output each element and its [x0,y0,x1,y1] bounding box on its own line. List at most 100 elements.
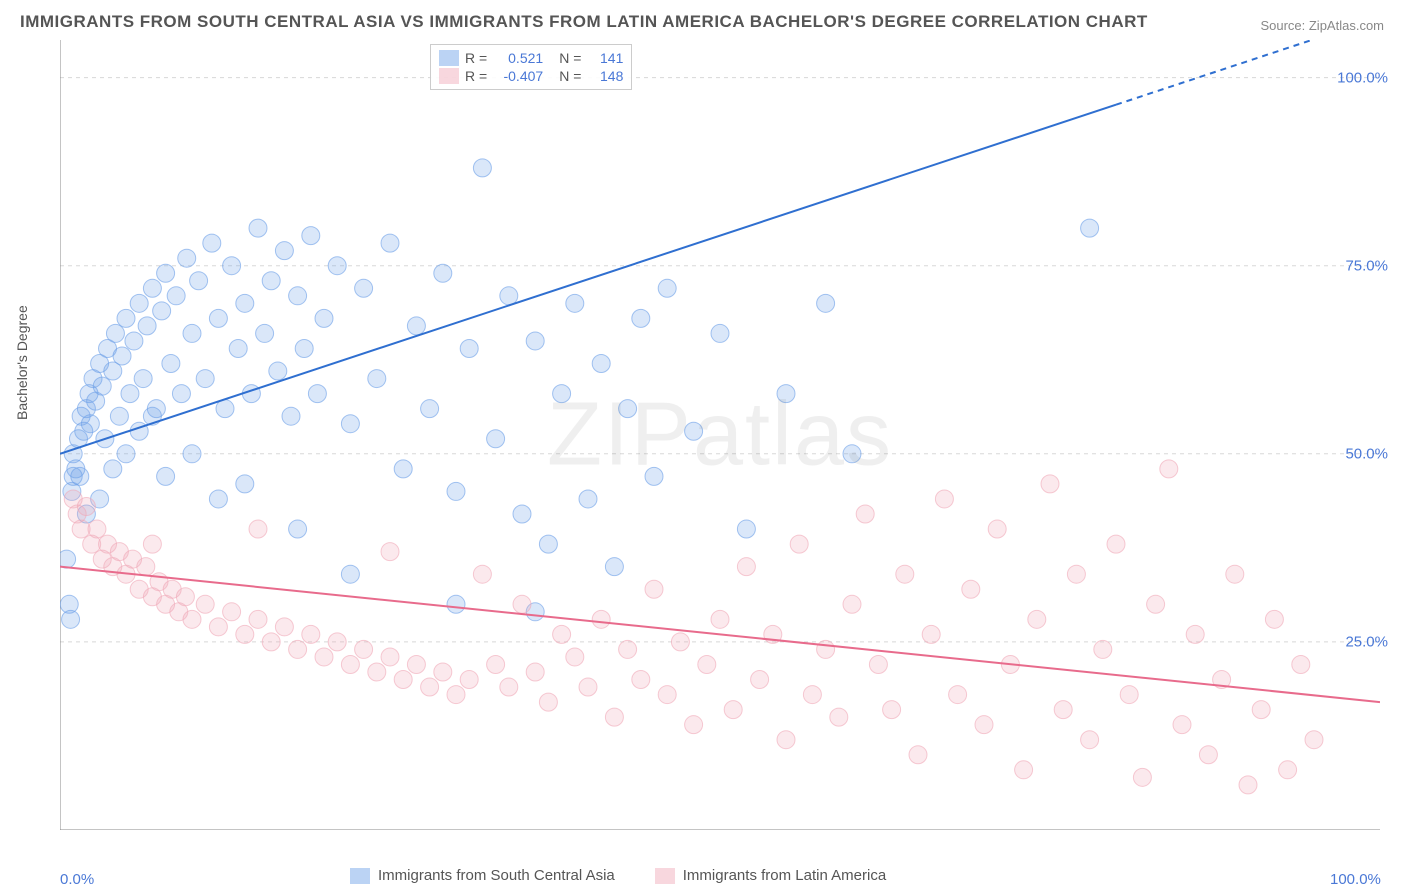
data-point [553,385,571,403]
data-point [487,430,505,448]
data-point [110,407,128,425]
data-point [176,588,194,606]
data-point [209,309,227,327]
legend-n-value: 141 [587,50,623,66]
data-point [88,520,106,538]
data-point [104,460,122,478]
data-point [190,272,208,290]
data-point [275,618,293,636]
data-point [579,678,597,696]
data-point [407,317,425,335]
data-point [896,565,914,583]
data-point [315,648,333,666]
data-point [487,655,505,673]
data-point [1081,731,1099,749]
data-point [1015,761,1033,779]
data-point [1041,475,1059,493]
source-label: Source: ZipAtlas.com [1260,18,1384,33]
legend-swatch [655,868,675,884]
data-point [183,610,201,628]
data-point [315,309,333,327]
data-point [685,716,703,734]
chart-area: ZIPatlas [60,40,1380,830]
data-point [407,655,425,673]
data-point [605,558,623,576]
data-point [803,686,821,704]
data-point [1292,655,1310,673]
data-point [130,294,148,312]
legend-correlation-box: R = 0.521 N = 141 R = -0.407 N = 148 [430,44,632,90]
data-point [632,309,650,327]
data-point [922,625,940,643]
data-point [553,625,571,643]
data-point [526,663,544,681]
data-point [302,625,320,643]
data-point [962,580,980,598]
data-point [500,287,518,305]
legend-n-label: N = [559,68,581,84]
data-point [72,520,90,538]
data-point [579,490,597,508]
data-point [341,415,359,433]
data-point [394,671,412,689]
data-point [269,362,287,380]
data-point [93,377,111,395]
data-point [236,625,254,643]
legend-r-value: -0.407 [493,68,543,84]
data-point [566,294,584,312]
data-point [619,400,637,418]
legend-series-item: Immigrants from Latin America [655,867,886,884]
data-point [143,279,161,297]
data-point [381,648,399,666]
data-point [289,287,307,305]
data-point [381,543,399,561]
data-point [117,309,135,327]
data-point [249,610,267,628]
data-point [592,610,610,628]
data-point [513,595,531,613]
data-point [711,610,729,628]
data-point [71,467,89,485]
data-point [724,701,742,719]
legend-series: Immigrants from South Central Asia Immig… [350,867,886,884]
data-point [62,610,80,628]
data-point [236,294,254,312]
data-point [434,663,452,681]
data-point [751,671,769,689]
data-point [196,370,214,388]
data-point [262,633,280,651]
data-point [153,302,171,320]
data-point [137,558,155,576]
legend-swatch [439,50,459,66]
data-point [671,633,689,651]
data-point [988,520,1006,538]
data-point [473,565,491,583]
data-point [178,249,196,267]
legend-r-value: 0.521 [493,50,543,66]
data-point [125,332,143,350]
data-point [295,339,313,357]
data-point [883,701,901,719]
data-point [1186,625,1204,643]
data-point [196,595,214,613]
data-point [1160,460,1178,478]
legend-n-value: 148 [587,68,623,84]
data-point [856,505,874,523]
data-point [1252,701,1270,719]
data-point [473,159,491,177]
data-point [143,535,161,553]
data-point [60,550,76,568]
data-point [447,595,465,613]
data-point [592,355,610,373]
y-tick-label: 75.0% [1345,257,1388,274]
data-point [790,535,808,553]
data-point [1081,219,1099,237]
data-point [500,678,518,696]
data-point [223,257,241,275]
data-point [421,678,439,696]
data-point [1028,610,1046,628]
data-point [1305,731,1323,749]
data-point [328,633,346,651]
data-point [777,385,795,403]
data-point [645,580,663,598]
